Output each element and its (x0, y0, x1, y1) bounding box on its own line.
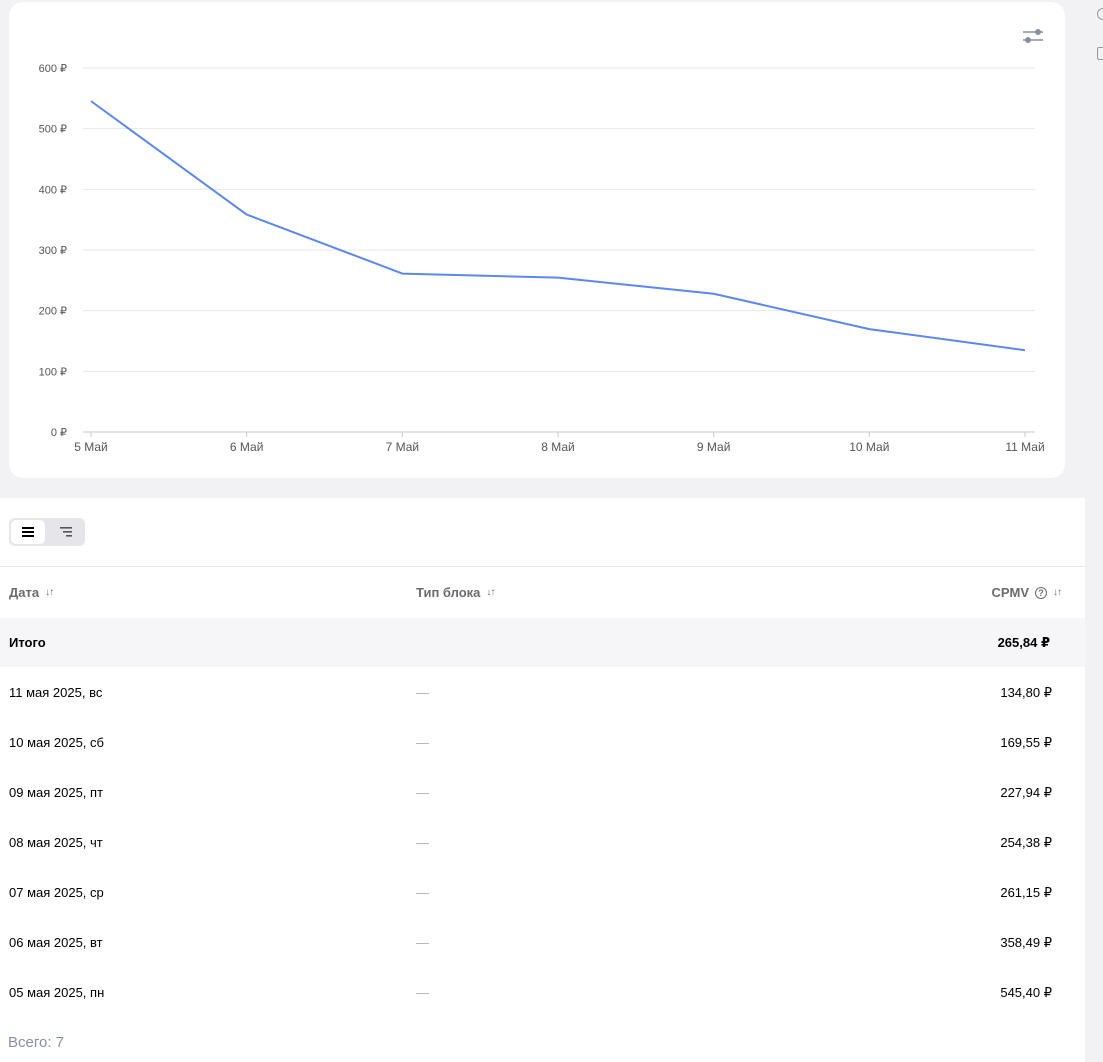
chart-section: 0 ₽ 100 ₽ 200 ₽ 300 ₽ 400 ₽ 500 ₽ 600 ₽ 5 Май 6 … (0, 0, 1085, 498)
y-tick-label: 300 ₽ (39, 245, 67, 257)
document-icon[interactable] (1097, 47, 1103, 60)
row-cpmv: 261,15 ₽ (1000, 885, 1052, 900)
row-block-type: — (416, 735, 429, 750)
table-row[interactable]: 08 мая 2025, чт — 254,38 ₽ (0, 817, 1085, 867)
y-tick-label: 0 ₽ (51, 427, 67, 439)
x-tick-label: 9 Май (697, 440, 731, 454)
row-block-type: — (416, 785, 429, 800)
sort-icon: ↓↑ (45, 587, 54, 598)
row-date: 09 мая 2025, пт (9, 785, 104, 800)
row-cpmv: 254,38 ₽ (1000, 835, 1052, 850)
series-line[interactable] (90, 100, 1026, 352)
list-icon (22, 527, 34, 537)
column-header-cpmv[interactable]: CPMV ? ↓↑ (991, 585, 1062, 600)
y-tick-label: 100 ₽ (39, 366, 67, 378)
total-label: Итого (9, 635, 46, 650)
table-row[interactable]: 06 мая 2025, вт — 358,49 ₽ (0, 917, 1085, 967)
row-date: 05 мая 2025, пн (9, 985, 105, 1000)
table-row[interactable]: 05 мая 2025, пн — 545,40 ₽ (0, 967, 1085, 1017)
row-date: 11 мая 2025, вс (9, 685, 103, 700)
column-header-block-type[interactable]: Тип блока ↓↑ (416, 585, 495, 600)
row-cpmv: 134,80 ₽ (1000, 685, 1052, 700)
tree-icon (60, 527, 72, 537)
sliders-icon (1023, 29, 1043, 43)
view-toggle (9, 518, 85, 546)
y-tick-label: 600 ₽ (39, 63, 67, 75)
row-block-type: — (416, 985, 429, 1000)
column-header-block-type-label: Тип блока (416, 585, 481, 600)
y-tick-label: 200 ₽ (39, 306, 67, 318)
right-gutter (1085, 0, 1103, 1062)
column-header-date-label: Дата (9, 585, 40, 600)
table-row[interactable]: 10 мая 2025, сб — 169,55 ₽ (0, 717, 1085, 767)
sort-icon: ↓↑ (1053, 587, 1062, 598)
row-date: 08 мая 2025, чт (9, 835, 103, 850)
row-block-type: — (416, 685, 429, 700)
total-value: 265,84 ₽ (997, 635, 1050, 650)
info-icon[interactable] (1097, 8, 1103, 20)
list-view-button[interactable] (11, 520, 45, 544)
x-tick-label: 10 Май (849, 440, 889, 454)
row-block-type: — (416, 935, 429, 950)
row-cpmv: 227,94 ₽ (1000, 785, 1052, 800)
row-cpmv: 358,49 ₽ (1000, 935, 1052, 950)
row-block-type: — (416, 835, 429, 850)
row-date: 10 мая 2025, сб (9, 735, 104, 750)
report-table: Дата ↓↑ Тип блока ↓↑ CPMV ? ↓↑ Итого 265… (0, 498, 1085, 1062)
total-count: Всего: 7 (8, 1034, 65, 1051)
table-row[interactable]: 07 мая 2025, ср — 261,15 ₽ (0, 867, 1085, 917)
help-icon[interactable]: ? (1035, 586, 1047, 599)
row-date: 06 мая 2025, вт (9, 935, 103, 950)
column-header-cpmv-label: CPMV (991, 585, 1029, 600)
x-tick-label: 11 Май (1005, 440, 1044, 454)
row-cpmv: 169,55 ₽ (1000, 735, 1052, 750)
row-cpmv: 545,40 ₽ (1000, 985, 1052, 1000)
column-header-date[interactable]: Дата ↓↑ (9, 585, 54, 600)
x-tick-label: 8 Май (541, 440, 575, 454)
line-chart: 0 ₽ 100 ₽ 200 ₽ 300 ₽ 400 ₽ 500 ₽ 600 ₽ 5 Май 6 … (39, 63, 1045, 454)
row-date: 07 мая 2025, ср (9, 885, 104, 900)
chart-settings-button[interactable] (1020, 24, 1046, 48)
total-row: Итого 265,84 ₽ (0, 618, 1085, 667)
y-tick-label: 500 ₽ (39, 124, 67, 136)
x-tick-label: 7 Май (386, 440, 420, 454)
y-tick-label: 400 ₽ (39, 184, 67, 196)
table-row[interactable]: 09 мая 2025, пт — 227,94 ₽ (0, 767, 1085, 817)
chart-card: 0 ₽ 100 ₽ 200 ₽ 300 ₽ 400 ₽ 500 ₽ 600 ₽ 5 Май 6 … (9, 2, 1065, 478)
table-row[interactable]: 11 мая 2025, вс — 134,80 ₽ (0, 667, 1085, 717)
x-tick-label: 6 Май (230, 440, 264, 454)
sort-icon: ↓↑ (486, 587, 495, 598)
tree-view-button[interactable] (49, 520, 83, 544)
row-block-type: — (416, 885, 429, 900)
x-tick-label: 5 Май (74, 440, 108, 454)
table-header: Дата ↓↑ Тип блока ↓↑ CPMV ? ↓↑ (0, 566, 1085, 618)
